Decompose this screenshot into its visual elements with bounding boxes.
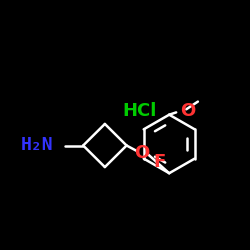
Text: O: O [134,144,150,162]
Text: F: F [153,154,165,172]
Text: H₂N: H₂N [21,136,54,154]
Text: HCl: HCl [123,102,157,120]
Text: O: O [180,102,195,120]
